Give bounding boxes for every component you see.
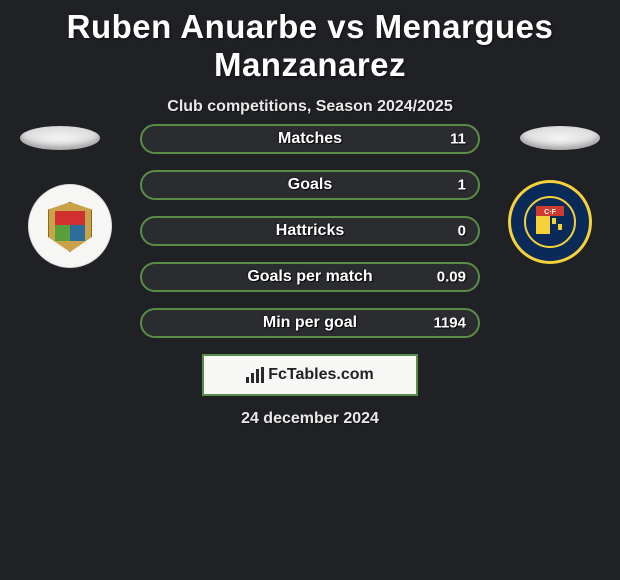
villarreal-crest-icon: C·F	[522, 194, 578, 250]
svg-text:C·F: C·F	[544, 209, 556, 216]
stats-list: Matches 11 Goals 1 Hattricks 0 Goals per…	[140, 124, 480, 354]
stat-value-right: 1	[458, 177, 466, 194]
stat-row: Min per goal 1194	[140, 308, 480, 338]
stat-label: Matches	[278, 130, 342, 148]
club-crest-left	[28, 184, 112, 268]
stat-label: Min per goal	[263, 314, 357, 332]
stat-row: Matches 11	[140, 124, 480, 154]
stat-value-right: 0	[458, 223, 466, 240]
club-crest-right: C·F	[508, 180, 592, 264]
stat-label: Hattricks	[276, 222, 344, 240]
comparison-card: Ruben Anuarbe vs Menargues Manzanarez Cl…	[0, 0, 620, 580]
page-title: Ruben Anuarbe vs Menargues Manzanarez	[0, 0, 620, 84]
stat-label: Goals	[288, 176, 332, 194]
stat-row: Goals 1	[140, 170, 480, 200]
shield-icon	[48, 202, 92, 252]
stat-value-right: 11	[450, 131, 466, 148]
stat-row: Hattricks 0	[140, 216, 480, 246]
player-right-silhouette	[520, 126, 600, 150]
stat-label: Goals per match	[247, 268, 372, 286]
stat-value-right: 1194	[433, 315, 466, 332]
bar-chart-icon	[246, 367, 264, 383]
source-logo-text: FcTables.com	[268, 366, 374, 384]
source-logo-box: FcTables.com	[202, 354, 418, 396]
stat-row: Goals per match 0.09	[140, 262, 480, 292]
stat-value-right: 0.09	[437, 269, 466, 286]
page-subtitle: Club competitions, Season 2024/2025	[0, 98, 620, 116]
generated-date: 24 december 2024	[241, 410, 379, 428]
player-left-silhouette	[20, 126, 100, 150]
